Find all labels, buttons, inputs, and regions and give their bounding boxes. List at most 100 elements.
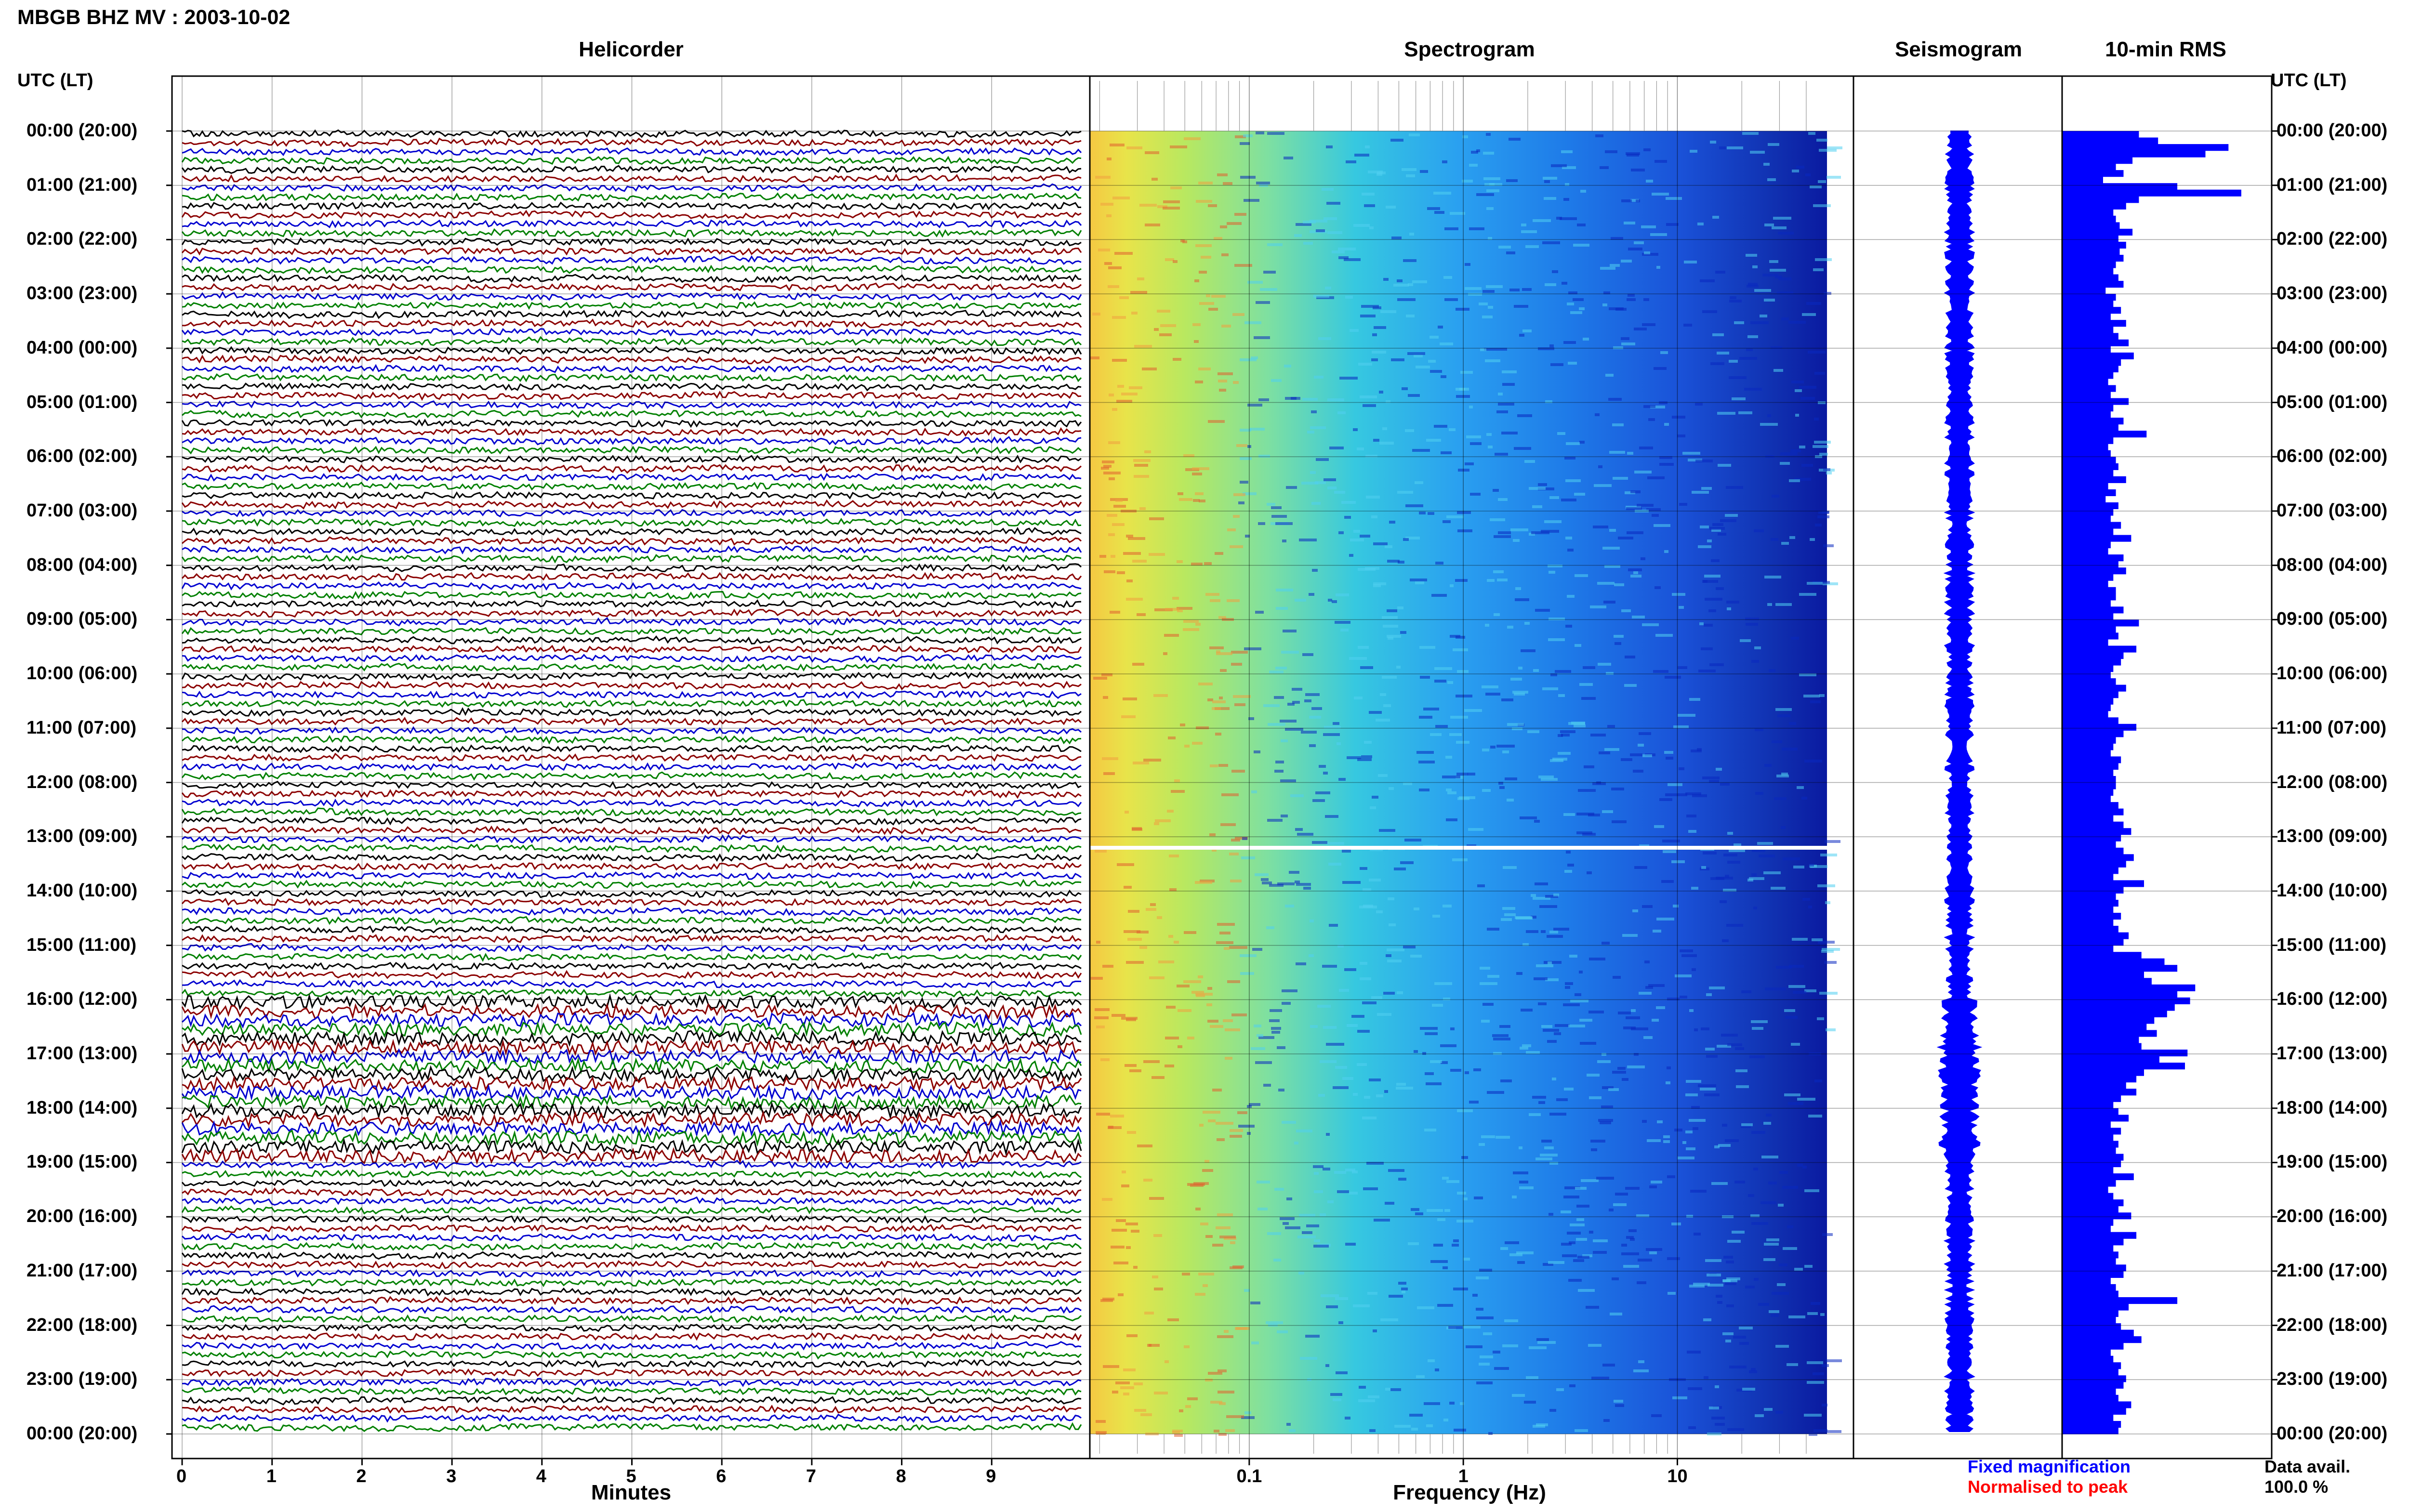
- spectrogram-speckle: [1639, 447, 1653, 449]
- spectrogram-field: [1090, 131, 1827, 1434]
- spectrogram-speckle: [1565, 625, 1572, 628]
- helicorder-trace: [182, 1395, 1082, 1406]
- spectrogram-speckle: [1595, 134, 1603, 137]
- spectrogram-speckle: [1108, 1126, 1113, 1129]
- spectrogram-speckle: [1286, 486, 1297, 489]
- spectrogram-speckle: [1233, 493, 1245, 496]
- spectrogram-speckle: [1557, 432, 1565, 435]
- spectrogram-speckle: [1746, 623, 1758, 626]
- spectrogram-speckle: [1360, 867, 1367, 870]
- spectrogram-speckle: [1247, 1132, 1251, 1135]
- time-tick-label-left: 11:00 (07:00): [26, 717, 137, 738]
- spectrogram-speckle: [1444, 298, 1458, 301]
- helicorder-trace: [181, 581, 1082, 591]
- spectrogram-speckle: [1689, 698, 1700, 701]
- spectrogram-speckle: [1299, 539, 1317, 541]
- spectrogram-speckle: [1513, 1171, 1528, 1174]
- spectrogram-speckle: [1775, 1345, 1789, 1348]
- spectrogram-speckle: [1552, 758, 1567, 761]
- spectrogram-speckle: [1414, 1050, 1418, 1053]
- spectrogram-speckle: [1420, 1027, 1438, 1030]
- spectrogram-speckle: [1326, 145, 1333, 148]
- spectrogram-speckle: [1779, 1171, 1788, 1174]
- spectrogram-speckle: [1680, 996, 1687, 999]
- spectrogram-speckle: [1603, 601, 1615, 604]
- spectrogram-speckle: [1507, 723, 1524, 726]
- spectrogram-speckle: [1102, 965, 1113, 968]
- spectrogram-speckle: [1782, 748, 1798, 750]
- spectrogram-speckle: [1727, 1240, 1741, 1243]
- spectrogram-speckle: [1333, 1086, 1349, 1089]
- spectrogram-speckle: [1403, 538, 1409, 541]
- spectrogram-speckle: [1548, 565, 1562, 567]
- spectrogram-speckle: [1258, 1036, 1274, 1039]
- spectrogram-speckle: [1397, 606, 1403, 609]
- spectrogram-speckle: [1567, 1232, 1581, 1235]
- spectrogram-speckle: [1637, 1281, 1646, 1284]
- spectrogram-speckle: [1726, 924, 1743, 927]
- spectrogram-speckle: [1363, 888, 1371, 891]
- spectrogram-speckle: [1120, 1386, 1134, 1389]
- spectrogram-speckle: [1235, 837, 1248, 840]
- spectrogram-speckle: [1698, 545, 1711, 548]
- spectrogram-speckle: [1535, 609, 1550, 612]
- rms-bar: [2062, 1089, 2137, 1096]
- spectrogram-speckle: [1426, 1082, 1442, 1085]
- spectrogram-speckle: [1649, 1251, 1657, 1254]
- spectrogram-speckle: [1704, 1376, 1708, 1379]
- spectrogram-speckle: [1549, 618, 1565, 620]
- rms-bar: [2062, 1004, 2175, 1011]
- spectrogram-speckle: [1799, 386, 1816, 389]
- spectrogram-speckle: [1698, 1084, 1716, 1087]
- spectrogram-speckle: [1313, 295, 1329, 298]
- spectrogram-speckle: [1096, 1431, 1107, 1434]
- spectrogram-speckle: [1764, 224, 1774, 226]
- spectrogram-speckle: [1275, 761, 1284, 763]
- spectrogram-speckle: [1607, 725, 1615, 728]
- spectrogram-speckle: [1216, 652, 1232, 655]
- spectrogram-speckle: [1705, 1259, 1721, 1262]
- spectrogram-speckle: [1534, 977, 1548, 980]
- spectrogram-speckle: [1358, 363, 1372, 366]
- spectrogram-speckle: [1205, 1379, 1213, 1381]
- spectrogram-speckle: [1150, 903, 1156, 906]
- spectrogram-speckle: [1199, 271, 1207, 274]
- spectrogram-speckle: [1628, 248, 1642, 250]
- time-tick-label-left: 03:00 (23:00): [26, 283, 138, 304]
- minute-tick-label: 9: [986, 1466, 996, 1486]
- rms-bar: [2062, 1284, 2116, 1291]
- spectrogram-speckle: [1514, 693, 1525, 696]
- spectrogram-speckle: [1791, 381, 1804, 383]
- helicorder-trace: [182, 490, 1082, 500]
- spectrogram-speckle: [1397, 279, 1403, 282]
- spectrogram-speckle: [1578, 789, 1596, 792]
- spectrogram-speckle: [1255, 873, 1269, 876]
- spectrogram-speckle: [1726, 601, 1739, 604]
- spectrogram-speckle: [1720, 900, 1727, 903]
- spectrogram-speckle: [1579, 683, 1593, 686]
- spectrogram-speckle: [1490, 746, 1496, 749]
- spectrogram-speckle: [1119, 296, 1129, 299]
- spectrogram-speckle: [1215, 552, 1223, 555]
- spectrogram-speckle: [1480, 348, 1486, 351]
- spectrogram-speckle: [1140, 1413, 1152, 1416]
- seismogram-envelope: [1936, 131, 1983, 1432]
- spectrogram-speckle: [1701, 866, 1706, 869]
- rms-bar: [2062, 926, 2118, 933]
- rms-bar: [2062, 587, 2116, 594]
- spectrogram-speckle: [1249, 1103, 1260, 1106]
- spectrogram-speckle: [1498, 403, 1514, 406]
- spectrogram-speckle: [1254, 750, 1260, 753]
- spectrogram-speckle: [1321, 1294, 1339, 1297]
- rms-bar: [2062, 287, 2106, 294]
- spectrogram-speckle: [1564, 1186, 1580, 1189]
- helicorder-trace: [182, 1368, 1082, 1378]
- spectrogram-speckle: [1108, 1126, 1122, 1129]
- helicorder-traces: [181, 129, 1082, 1432]
- spectrogram-speckle: [1711, 1417, 1725, 1420]
- spectrogram-speckle: [1763, 1122, 1771, 1125]
- spectrogram-speckle: [1700, 1088, 1716, 1091]
- time-tick-label-right: 20:00 (16:00): [2277, 1206, 2388, 1227]
- spectrogram-speckle: [1631, 1027, 1648, 1030]
